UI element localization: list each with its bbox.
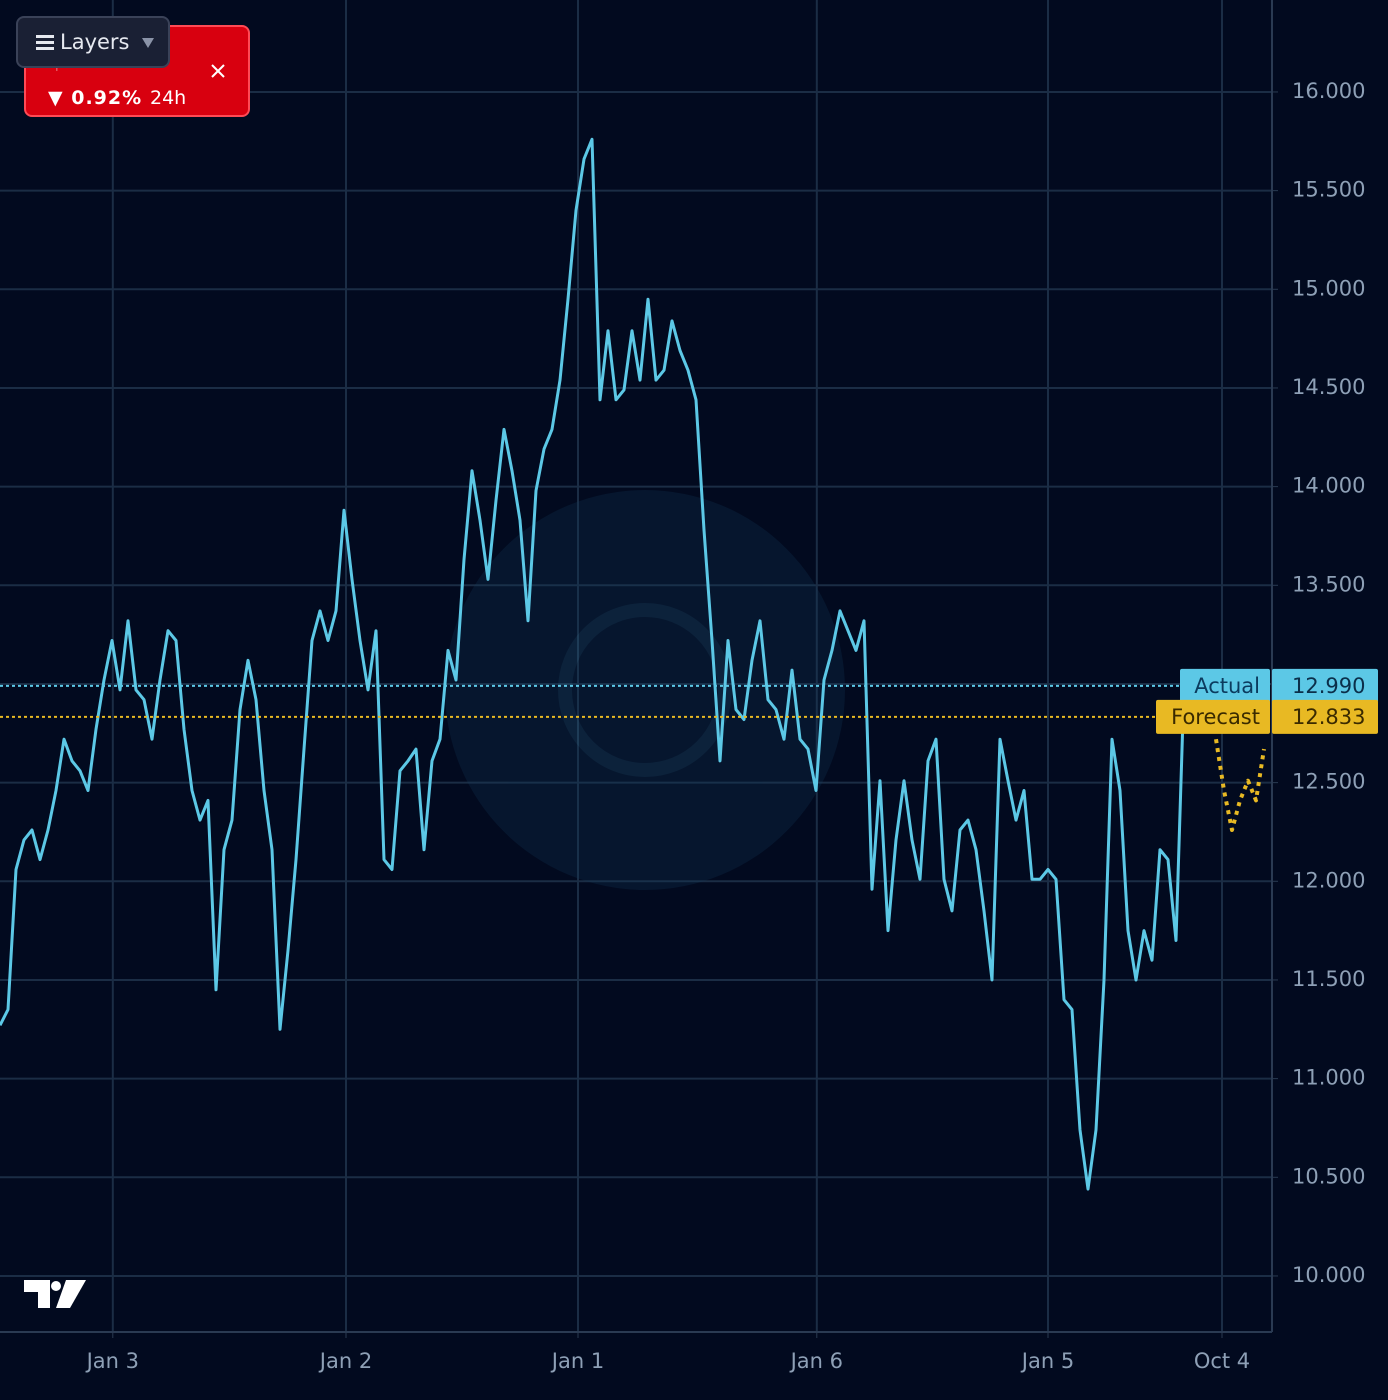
tv-logo — [24, 1280, 86, 1308]
period: 24h — [150, 87, 187, 109]
caret — [142, 38, 154, 48]
layers-label: Layers — [60, 30, 130, 54]
y-tick-label: 12.500 — [1292, 770, 1365, 794]
y-tick-label: 15.500 — [1292, 178, 1365, 202]
y-tick-label: 13.500 — [1292, 572, 1365, 596]
y-tick-label: 11.000 — [1292, 1066, 1365, 1090]
x-tick-label: Jan 6 — [789, 1349, 843, 1373]
x-tick-label: Jan 1 — [550, 1349, 604, 1373]
legend-label: Actual — [1194, 674, 1260, 698]
price-tag-label: 12.990 — [1292, 674, 1365, 698]
x-tick-label: Jan 3 — [85, 1349, 139, 1373]
layers-button[interactable]: Layers — [16, 16, 170, 68]
price-tag-label: 12.833 — [1292, 705, 1365, 729]
x-tick-label: Jan 2 — [318, 1349, 372, 1373]
y-tick-label: 10.500 — [1292, 1164, 1365, 1188]
x-tick-label: Jan 5 — [1020, 1349, 1074, 1373]
series-line — [0, 137, 1186, 1191]
y-tick-label: 14.000 — [1292, 474, 1365, 498]
y-tick-label: 15.000 — [1292, 276, 1365, 300]
y-tick-label: 14.500 — [1292, 375, 1365, 399]
change: ▼ 0.92% — [48, 87, 143, 109]
close-button[interactable] — [210, 63, 226, 79]
price-tag — [1272, 699, 1378, 734]
menu-icon — [36, 35, 54, 50]
x-tick-label: Oct 4 — [1194, 1349, 1250, 1373]
y-tick-label: 11.500 — [1292, 967, 1365, 991]
y-tick-label: 10.000 — [1292, 1263, 1365, 1287]
legend-tag — [1156, 699, 1270, 734]
y-tick-label: 16.000 — [1292, 79, 1365, 103]
legend-tag — [1180, 668, 1270, 703]
series-line — [1214, 738, 1266, 832]
watermark — [445, 490, 845, 890]
legend-label: Forecast — [1171, 705, 1260, 729]
price-tag — [1272, 668, 1378, 703]
y-tick-label: 12.000 — [1292, 868, 1365, 892]
